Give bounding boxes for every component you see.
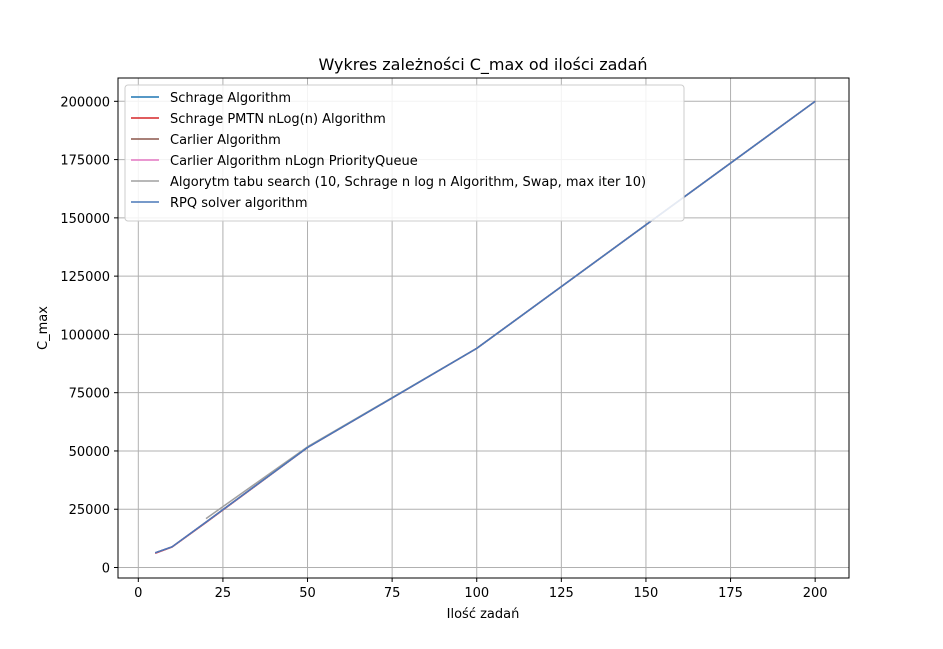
x-tick-label: 175 bbox=[718, 586, 743, 601]
x-tick-label: 150 bbox=[634, 586, 659, 601]
y-tick-label: 100000 bbox=[60, 328, 110, 343]
x-tick-label: 100 bbox=[464, 586, 489, 601]
y-tick-label: 150000 bbox=[60, 212, 110, 227]
x-tick-label: 25 bbox=[215, 586, 232, 601]
x-tick-label: 125 bbox=[549, 586, 574, 601]
y-tick-label: 50000 bbox=[69, 445, 110, 460]
x-tick-label: 200 bbox=[803, 586, 828, 601]
legend-label: Algorytm tabu search (10, Schrage n log … bbox=[170, 175, 646, 190]
legend-label: Schrage PMTN nLog(n) Algorithm bbox=[170, 112, 386, 127]
y-tick-label: 25000 bbox=[69, 503, 110, 518]
legend-box bbox=[124, 84, 685, 222]
y-tick-label: 200000 bbox=[60, 95, 110, 110]
legend-label: Schrage Algorithm bbox=[170, 91, 291, 106]
axis-ticks: 0 25 50 75 100 125 150 175 200 0 25000 50000 75000 10… bbox=[60, 95, 827, 601]
x-axis-label: Ilość zadań bbox=[447, 607, 520, 622]
chart-title: Wykres zależności C_max od ilości zadań bbox=[318, 55, 647, 75]
y-tick-label: 75000 bbox=[69, 387, 110, 402]
legend: Schrage Algorithm Schrage PMTN nLog(n) Al… bbox=[124, 84, 685, 222]
x-tick-label: 75 bbox=[384, 586, 401, 601]
series-lines bbox=[154, 100, 816, 555]
legend-label: Carlier Algorithm nLogn PriorityQueue bbox=[170, 154, 418, 169]
y-tick-label: 175000 bbox=[60, 154, 110, 169]
legend-label: RPQ solver algorithm bbox=[170, 196, 307, 211]
y-axis-label: C_max bbox=[36, 306, 51, 350]
y-tick-label: 0 bbox=[102, 562, 110, 577]
legend-label: Carlier Algorithm bbox=[170, 133, 281, 148]
series-line-5 bbox=[154, 100, 816, 554]
x-tick-label: 50 bbox=[299, 586, 316, 601]
plot-frame bbox=[117, 77, 850, 579]
x-tick-label: 0 bbox=[134, 586, 142, 601]
y-tick-label: 125000 bbox=[60, 270, 110, 285]
